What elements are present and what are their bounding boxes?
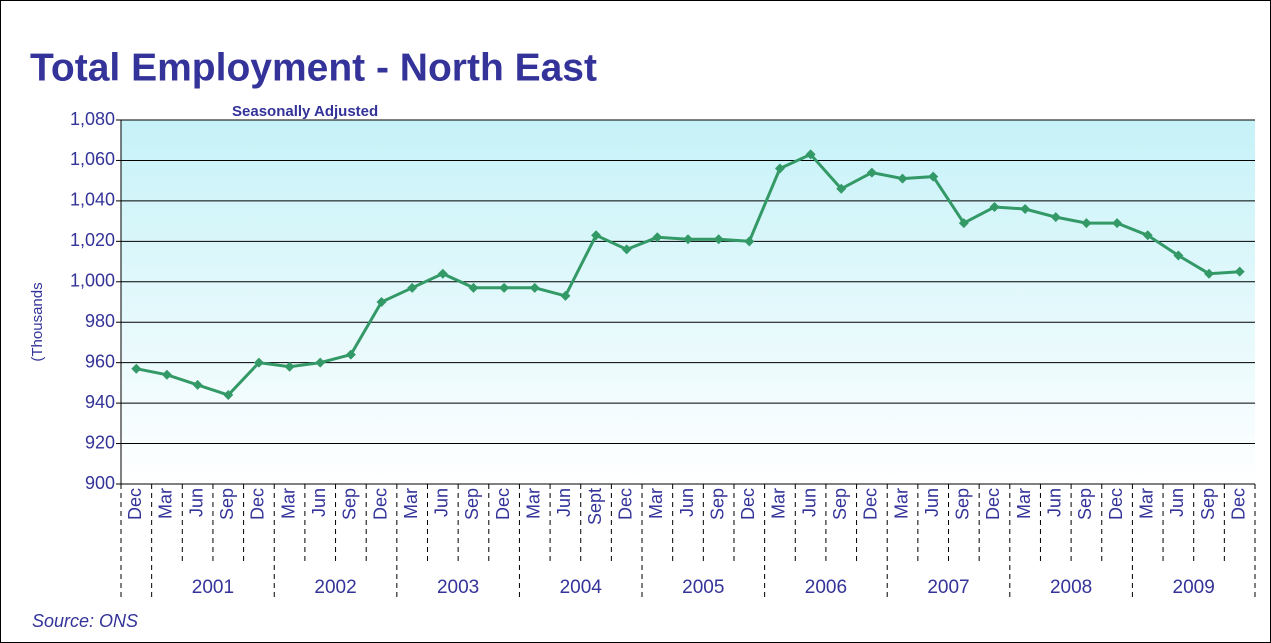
data-point — [560, 290, 571, 301]
subtitle: Seasonally Adjusted — [232, 103, 378, 120]
x-tick-label: Jun — [677, 488, 697, 517]
x-tick-label: Sep — [707, 488, 727, 520]
chart-title: Total Employment - North East — [30, 46, 597, 89]
data-point — [1204, 268, 1215, 279]
y-tick-label: 900 — [85, 473, 115, 493]
year-label: 2001 — [192, 577, 234, 598]
data-point — [1173, 250, 1184, 261]
x-tick-label: Sept — [585, 488, 605, 525]
y-tick-label: 1,020 — [70, 230, 115, 250]
x-tick-label: Mar — [278, 488, 298, 519]
data-point — [345, 349, 356, 360]
y-axis-label: (Thousands — [29, 282, 46, 361]
x-tick-label: Jun — [922, 488, 942, 517]
data-point — [1142, 230, 1153, 241]
data-point — [161, 369, 172, 380]
y-tick-label: 1,000 — [70, 271, 115, 291]
y-tick-label: 1,080 — [70, 109, 115, 129]
y-tick-label: 960 — [85, 351, 115, 371]
data-point — [437, 268, 448, 279]
data-point — [192, 379, 203, 390]
year-label: 2008 — [1050, 577, 1092, 598]
data-point — [621, 244, 632, 255]
data-point — [253, 357, 264, 368]
x-tick-label: Jun — [1167, 488, 1187, 517]
x-tick-label: Sep — [340, 488, 360, 520]
y-tick-label: 920 — [85, 432, 115, 452]
source: Source: ONS — [32, 611, 138, 631]
y-tick-label: 1,060 — [70, 149, 115, 169]
x-tick-label: Dec — [983, 488, 1003, 520]
data-point — [1112, 218, 1123, 229]
x-tick-label: Dec — [861, 488, 881, 520]
data-point — [529, 282, 540, 293]
data-point — [315, 357, 326, 368]
x-tick-label: Jun — [554, 488, 574, 517]
x-tick-label: Sep — [953, 488, 973, 520]
data-point — [284, 361, 295, 372]
data-point — [468, 282, 479, 293]
x-tick-label: Mar — [769, 488, 789, 519]
x-tick-label: Mar — [1014, 488, 1034, 519]
data-point — [131, 363, 142, 374]
data-point — [836, 183, 847, 194]
x-tick-label: Mar — [401, 488, 421, 519]
x-tick-label: Dec — [370, 488, 390, 520]
year-label: 2004 — [560, 577, 603, 598]
x-tick-label: Mar — [646, 488, 666, 519]
data-point — [866, 167, 877, 178]
x-tick-label: Dec — [1106, 488, 1126, 520]
x-tick-label: Mar — [156, 488, 176, 519]
data-point — [989, 201, 1000, 212]
y-tick-label: 940 — [85, 392, 115, 412]
x-tick-label: Sep — [830, 488, 850, 520]
x-tick-label: Dec — [615, 488, 635, 520]
x-tick-label: Dec — [248, 488, 268, 520]
data-point — [928, 171, 939, 182]
year-label: 2006 — [805, 577, 847, 598]
data-point — [713, 234, 724, 245]
data-point — [499, 282, 510, 293]
year-label: 2007 — [927, 577, 969, 598]
data-point — [376, 297, 387, 307]
x-tick-label: Jun — [309, 488, 329, 517]
data-point — [774, 163, 785, 174]
x-tick-label: Jun — [799, 488, 819, 517]
data-point — [223, 390, 234, 401]
x-tick-label: Sep — [217, 488, 237, 520]
x-tick-label: Mar — [524, 488, 544, 519]
year-label: 2002 — [314, 577, 356, 598]
year-label: 2005 — [682, 577, 724, 598]
x-tick-label: Jun — [186, 488, 206, 517]
x-tick-label: Jun — [1045, 488, 1065, 517]
data-point — [805, 149, 816, 160]
data-point — [652, 232, 663, 243]
y-tick-label: 1,040 — [70, 190, 115, 210]
data-point — [1050, 212, 1061, 223]
data-point — [591, 230, 602, 241]
x-tick-label: Mar — [891, 488, 911, 519]
data-point — [1081, 218, 1092, 229]
year-label: 2009 — [1173, 577, 1215, 598]
data-point — [683, 234, 693, 245]
data-point — [958, 218, 969, 229]
data-point — [744, 236, 755, 247]
data-point — [1020, 203, 1031, 214]
x-tick-label: Dec — [1228, 488, 1248, 520]
x-tick-label: Sep — [462, 488, 482, 520]
x-tick-label: Dec — [125, 488, 145, 520]
plot-area — [121, 120, 1255, 484]
data-point — [407, 282, 418, 293]
x-tick-label: Sep — [1198, 488, 1218, 520]
year-label: 2003 — [437, 577, 479, 598]
x-tick-label: Dec — [738, 488, 758, 520]
x-tick-label: Dec — [493, 488, 513, 520]
data-point — [1234, 266, 1245, 277]
x-tick-label: Jun — [432, 488, 452, 517]
y-tick-label: 980 — [85, 311, 115, 331]
x-tick-label: Mar — [1136, 488, 1156, 519]
x-tick-label: Sep — [1075, 488, 1095, 520]
data-point — [897, 173, 908, 184]
